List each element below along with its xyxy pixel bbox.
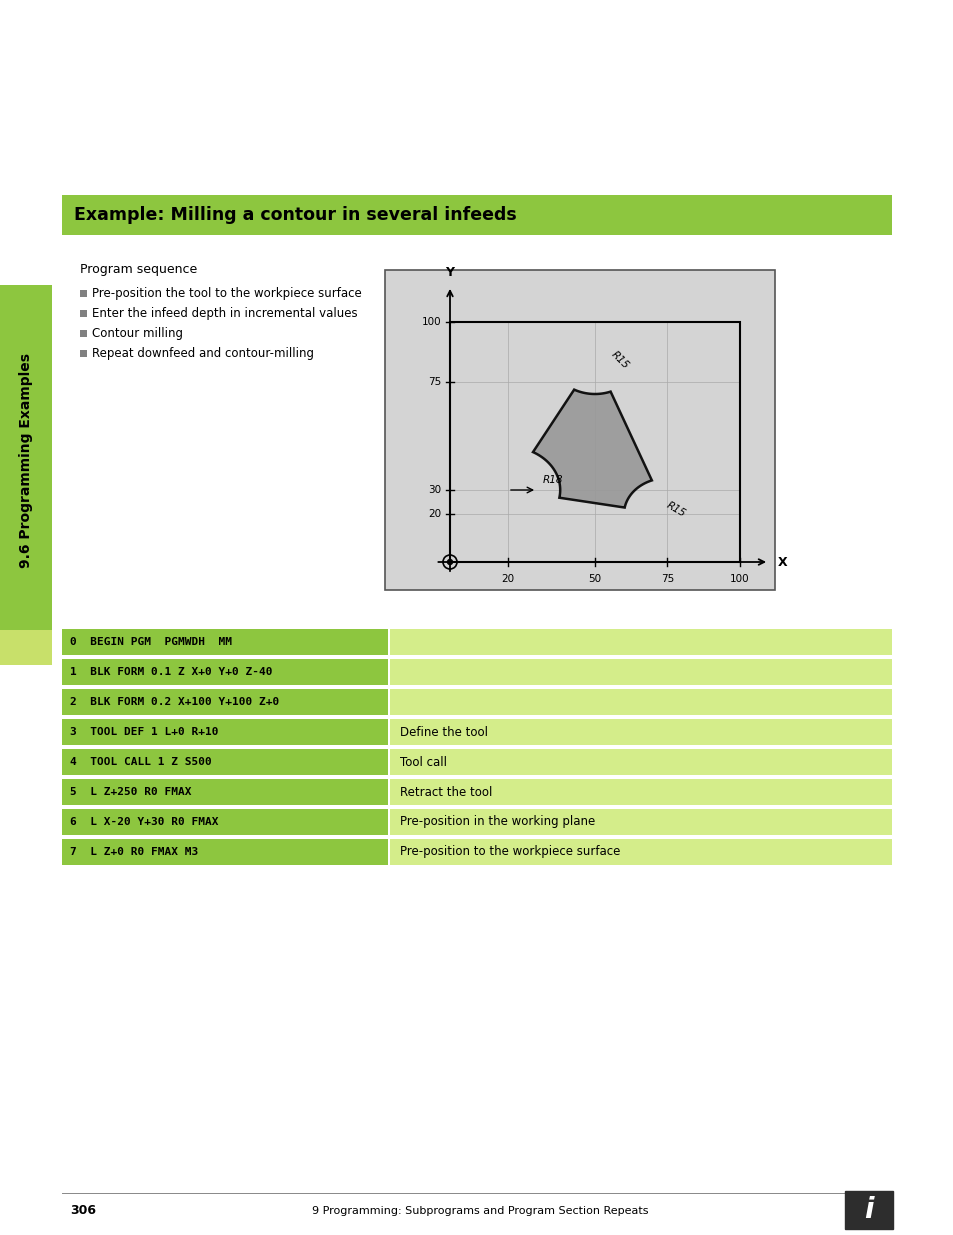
Text: 20: 20 [428, 509, 441, 519]
Text: 1  BLK FORM 0.1 Z X+0 Y+0 Z-40: 1 BLK FORM 0.1 Z X+0 Y+0 Z-40 [70, 667, 273, 677]
Bar [390, 659, 891, 685]
Text: R15: R15 [664, 500, 686, 519]
Text: i: i [863, 1195, 873, 1224]
Bar [80, 350, 87, 357]
Bar [390, 689, 891, 715]
Text: 30: 30 [428, 485, 441, 495]
Text: 20: 20 [501, 574, 514, 584]
Bar [62, 659, 388, 685]
Bar [390, 839, 891, 864]
Text: 306: 306 [70, 1204, 96, 1218]
Text: 75: 75 [428, 377, 441, 387]
Bar [80, 310, 87, 317]
Polygon shape [533, 389, 651, 508]
Bar [80, 290, 87, 296]
Text: Contour milling: Contour milling [91, 326, 183, 340]
Bar [62, 809, 388, 835]
Text: 6  L X-20 Y+30 R0 FMAX: 6 L X-20 Y+30 R0 FMAX [70, 818, 218, 827]
Bar [450, 322, 740, 562]
Bar [0, 630, 52, 664]
Text: 2  BLK FORM 0.2 X+100 Y+100 Z+0: 2 BLK FORM 0.2 X+100 Y+100 Z+0 [70, 697, 279, 706]
Bar [62, 779, 388, 805]
FancyBboxPatch shape [844, 1191, 892, 1229]
Text: R18: R18 [542, 475, 562, 485]
Text: 5  L Z+250 R0 FMAX: 5 L Z+250 R0 FMAX [70, 787, 192, 797]
Bar [62, 689, 388, 715]
Text: Pre-position in the working plane: Pre-position in the working plane [399, 815, 595, 829]
Bar [385, 270, 774, 590]
Text: Y: Y [445, 266, 454, 279]
Bar [62, 195, 891, 235]
Text: 100: 100 [729, 574, 749, 584]
Text: 50: 50 [588, 574, 601, 584]
Circle shape [447, 559, 452, 564]
Bar [62, 839, 388, 864]
Bar [62, 629, 388, 655]
Text: 3  TOOL DEF 1 L+0 R+10: 3 TOOL DEF 1 L+0 R+10 [70, 727, 218, 737]
Text: 0  BEGIN PGM  PGMWDH  MM: 0 BEGIN PGM PGMWDH MM [70, 637, 232, 647]
Text: Define the tool: Define the tool [399, 725, 488, 739]
Bar [390, 809, 891, 835]
Text: Program sequence: Program sequence [80, 263, 197, 277]
Bar [80, 330, 87, 337]
Text: 100: 100 [421, 317, 441, 327]
Bar [390, 748, 891, 776]
Text: 7  L Z+0 R0 FMAX M3: 7 L Z+0 R0 FMAX M3 [70, 847, 198, 857]
Text: Repeat downfeed and contour-milling: Repeat downfeed and contour-milling [91, 347, 314, 359]
Bar [390, 719, 891, 745]
Text: 75: 75 [660, 574, 674, 584]
Bar [0, 285, 52, 635]
Text: Pre-position to the workpiece surface: Pre-position to the workpiece surface [399, 846, 619, 858]
Text: X: X [777, 556, 786, 568]
Text: Example: Milling a contour in several infeeds: Example: Milling a contour in several in… [74, 206, 517, 224]
Bar [390, 779, 891, 805]
Text: Enter the infeed depth in incremental values: Enter the infeed depth in incremental va… [91, 306, 357, 320]
Text: Retract the tool: Retract the tool [399, 785, 492, 799]
Text: Pre-position the tool to the workpiece surface: Pre-position the tool to the workpiece s… [91, 287, 361, 300]
Bar [62, 719, 388, 745]
Bar [390, 629, 891, 655]
Text: 9 Programming: Subprograms and Program Section Repeats: 9 Programming: Subprograms and Program S… [312, 1207, 648, 1216]
Bar [62, 748, 388, 776]
Text: R15: R15 [609, 350, 630, 372]
Text: Tool call: Tool call [399, 756, 447, 768]
Text: 4  TOOL CALL 1 Z S500: 4 TOOL CALL 1 Z S500 [70, 757, 212, 767]
Text: 9.6 Programming Examples: 9.6 Programming Examples [19, 352, 33, 568]
